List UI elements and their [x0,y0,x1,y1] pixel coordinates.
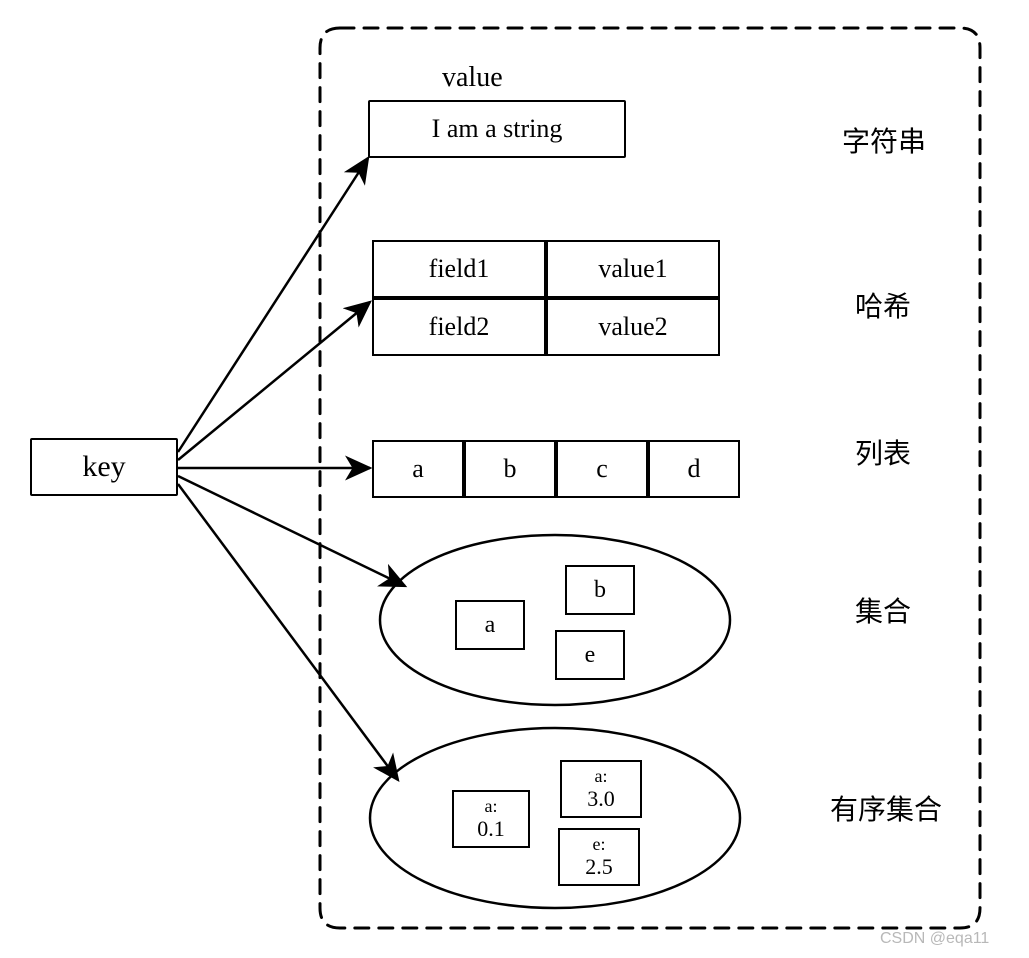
list-item-1: b [464,440,556,498]
hash-value2: value2 [546,298,720,356]
dashed-region-left [320,28,340,928]
string-value-box: I am a string [368,100,626,158]
diagram-canvas: { "diagram": { "type": "tree", "backgrou… [0,0,1029,958]
list-item-2: c [556,440,648,498]
zset-member-2: e: 2.5 [558,828,640,886]
list-type-label: 列表 [855,432,911,472]
zset-member-1: a: 3.0 [560,760,642,818]
key-label: key [82,450,125,484]
set-member-a: a [455,600,525,650]
string-type-label: 字符串 [842,120,926,160]
set-member-e: e [555,630,625,680]
arrow-string [178,158,368,452]
key-box: key [30,438,178,496]
hash-field2: field2 [372,298,546,356]
zset-ellipse [370,728,740,908]
list-item-0: a [372,440,464,498]
string-value: I am a string [432,114,563,144]
set-type-label: 集合 [855,590,911,630]
value-header: value [442,62,503,94]
arrow-zset [178,484,398,780]
set-member-b: b [565,565,635,615]
hash-value1: value1 [546,240,720,298]
zset-member-0: a: 0.1 [452,790,530,848]
list-item-3: d [648,440,740,498]
hash-field1: field1 [372,240,546,298]
arrow-set [178,476,405,586]
watermark: CSDN @eqa11 [880,930,989,948]
arrow-hash [178,302,370,460]
zset-type-label: 有序集合 [830,788,942,828]
hash-type-label: 哈希 [855,285,911,325]
